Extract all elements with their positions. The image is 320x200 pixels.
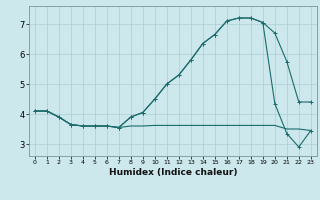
X-axis label: Humidex (Indice chaleur): Humidex (Indice chaleur) xyxy=(108,168,237,177)
